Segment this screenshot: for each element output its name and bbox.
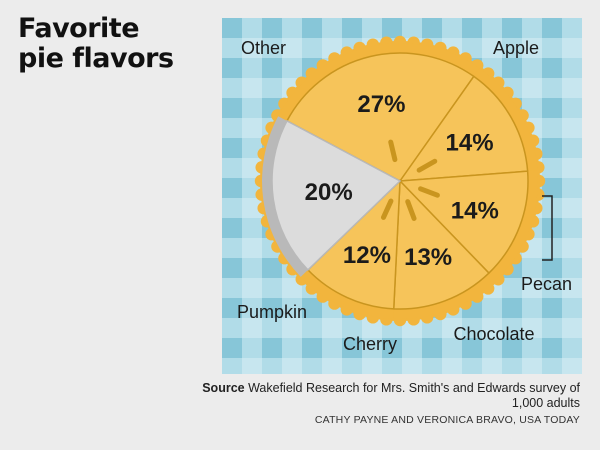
value-label-chocolate: 14% (451, 197, 499, 224)
pie-group (254, 35, 546, 327)
category-label-chocolate: Chocolate (453, 324, 534, 344)
category-label-pecan: Pecan (521, 274, 572, 294)
pie-chart: 27% 14% 14% 13% 12% 20% Apple Pecan Chocolate Ch… (222, 18, 582, 374)
steam-vent-pumpkin (380, 198, 394, 220)
pie-slice-pecan (398, 75, 529, 182)
pie-slice-other (271, 119, 402, 271)
category-label-pumpkin: Pumpkin (237, 302, 307, 322)
value-labels: 27% 14% 14% 13% 12% 20% (305, 91, 499, 271)
pie-slice-chocolate (398, 170, 529, 275)
steam-vent-cherry (405, 199, 417, 221)
chart-title-line-2: pie flavors (18, 43, 174, 74)
pecan-leader-line (542, 195, 553, 261)
pie-slice-apple (285, 52, 475, 182)
category-label-other: Other (241, 38, 286, 58)
footer: Source Wakefield Research for Mrs. Smith… (200, 381, 580, 428)
steam-vent-chocolate (418, 186, 440, 198)
value-label-other: 20% (305, 179, 353, 206)
source-text: Wakefield Research for Mrs. Smith's and … (248, 381, 580, 410)
value-label-cherry: 13% (404, 244, 452, 271)
source-label: Source (202, 381, 245, 395)
category-label-apple: Apple (493, 38, 539, 58)
category-labels: Apple Pecan Chocolate Cherry Pumpkin Other (237, 38, 572, 354)
credit-line: CATHY PAYNE AND VERONICA BRAVO, USA TODA… (314, 414, 580, 426)
value-label-apple: 27% (357, 91, 405, 118)
chart-title-line-1: Favorite (18, 13, 140, 44)
steam-vent-apple (388, 139, 398, 163)
value-label-pecan: 14% (446, 129, 494, 156)
value-label-pumpkin: 12% (343, 242, 391, 269)
category-label-cherry: Cherry (343, 334, 397, 354)
pie-slice-cherry (392, 179, 490, 310)
source-note: Source Wakefield Research for Mrs. Smith… (200, 381, 580, 411)
chart-title: Favorite pie flavors (18, 14, 218, 74)
steam-vent-pecan (416, 158, 438, 173)
pie-slice-pumpkin (306, 179, 401, 310)
